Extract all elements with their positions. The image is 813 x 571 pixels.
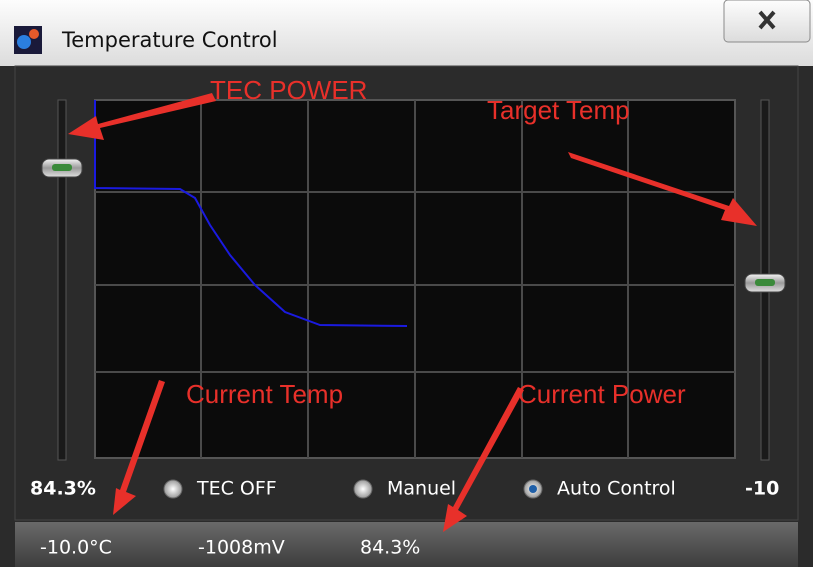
radio-label[interactable]: TEC OFF: [196, 478, 277, 500]
window-title: Temperature Control: [61, 28, 278, 52]
temp-curve: [94, 100, 408, 327]
status-temp: -10.0°C: [40, 537, 112, 559]
annotation: Current Power: [518, 379, 686, 409]
annotation: TEC POWER: [210, 75, 367, 105]
radio-label[interactable]: Manuel: [387, 478, 456, 500]
mode-group: TEC OFF Manuel Auto Control: [163, 478, 676, 500]
radio-button[interactable]: [163, 479, 183, 499]
annotation: Target Temp: [487, 95, 630, 125]
target-label: -10: [745, 478, 779, 500]
power-label: 84.3%: [30, 478, 96, 500]
thumb-led: [755, 279, 775, 286]
status-voltage: -1008mV: [198, 537, 285, 559]
status-power: 84.3%: [360, 537, 420, 559]
thumb-led: [52, 164, 72, 171]
title-bar: [0, 0, 813, 66]
app-icon-part: [17, 35, 31, 49]
close-icon: [758, 10, 776, 30]
grid: [95, 100, 735, 458]
radio-button[interactable]: [353, 479, 373, 499]
arrows: [68, 93, 757, 532]
annotation: Current Temp: [186, 379, 343, 409]
radio-dot: [529, 485, 537, 493]
status-bar: [15, 522, 798, 567]
radio-label[interactable]: Auto Control: [557, 478, 676, 500]
power-slider-track[interactable]: [57, 99, 67, 461]
app-icon-part: [29, 29, 39, 39]
